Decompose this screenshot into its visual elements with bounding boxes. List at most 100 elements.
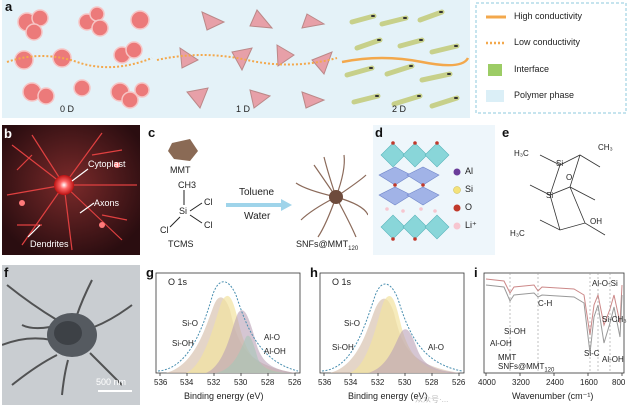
i-xtick-2400: 2400 [546, 378, 564, 387]
i-annot-si-c: Si-C [584, 349, 600, 358]
stage-0d: 0 D [60, 104, 75, 114]
tem-image [1, 265, 140, 405]
legend-dot-si [453, 186, 461, 194]
i-xtick-800: 800 [612, 378, 626, 387]
legend-o: O [465, 202, 473, 212]
zero-d-path [6, 55, 153, 69]
panel-g-label: g [146, 265, 154, 280]
h-peak-label-si-o: Si-O [344, 319, 360, 328]
mmt-particle [168, 139, 198, 161]
mmt-label: MMT [170, 165, 191, 175]
cl-left: Cl [160, 225, 169, 235]
h-envelope [321, 283, 463, 372]
legend-dot-al [453, 168, 461, 176]
si-label: Si [179, 206, 188, 216]
i-legend-snfs-sub: 120 [544, 367, 555, 374]
stage-2d: 2 D [392, 104, 407, 114]
g-peak-label-al-oh: Al-OH [264, 347, 286, 356]
h-xtick-526: 526 [452, 378, 466, 387]
panel-i-label: i [474, 265, 478, 280]
g-envelope [157, 281, 299, 372]
panel-c: c MMT CH3 Si Cl Cl Cl TCMS Toluene Water… [146, 125, 369, 255]
legend-low-conductivity: Low conductivity [514, 37, 581, 47]
label-cytoplast: Cytoplast [88, 159, 126, 169]
panel-h-label: h [310, 265, 318, 280]
h-ticks [323, 373, 460, 376]
h-xtick-528: 528 [425, 378, 439, 387]
h-peak-al-o [368, 329, 460, 373]
panel-b-label: b [4, 126, 12, 141]
g-xtick-526: 526 [288, 378, 302, 387]
panel-h: h O 1s Si-O Si-OH Al-O 536 534 532 530 5… [310, 265, 470, 410]
legend-polymer-phase: Polymer phase [514, 90, 575, 100]
h-xlabel: Binding energy (eV) [348, 391, 428, 401]
g-peak-al-oh [216, 335, 296, 373]
h-peak-label-si-oh: Si-OH [332, 343, 354, 352]
i-annot-si-oh: Si-OH [504, 327, 526, 336]
g-xlabel: Binding energy (eV) [184, 391, 264, 401]
i-annot-al-o-si: Al-O-Si [592, 279, 618, 288]
g-title: O 1s [168, 277, 188, 287]
h-xtick-534: 534 [344, 378, 358, 387]
e-label-o: O [566, 173, 573, 182]
h-xtick-536: 536 [318, 378, 332, 387]
g-ticks [159, 373, 296, 376]
legend-interface: Interface [514, 64, 550, 74]
panel-c-figure [168, 139, 369, 238]
neuron-image [2, 125, 140, 255]
g-xtick-532: 532 [207, 378, 221, 387]
xps-chart-h [319, 272, 465, 376]
legend-li: Li⁺ [465, 220, 477, 230]
panel-e-label: e [502, 125, 510, 140]
legend-si: Si [465, 184, 474, 194]
e-label-oh: OH [590, 217, 602, 226]
i-xtick-1600: 1600 [580, 378, 598, 387]
i-curve-snfs [485, 278, 623, 336]
h-title: O 1s [332, 277, 352, 287]
g-peak-label-si-oh: Si-OH [172, 339, 194, 348]
legend-swatch-polymer [486, 90, 504, 102]
cell-body [54, 175, 74, 195]
panel-a-label: a [5, 0, 13, 14]
h-xtick-532: 532 [371, 378, 385, 387]
label-dendrites: Dendrites [30, 239, 69, 249]
panel-g: g O 1s Si-O Si-OH Al-O Al-OH 536 534 532… [146, 265, 306, 410]
cl-right-top: Cl [204, 197, 213, 207]
product-sub: 120 [348, 245, 359, 252]
panel-a: a 0 D 1 D 2 D High conductivity Low cond… [2, 0, 628, 118]
panel-c-label: c [148, 125, 156, 140]
label-axons: Axons [94, 198, 120, 208]
i-legend-snfs-main: SNFs@MMT [498, 362, 545, 371]
i-guide-lines [509, 273, 611, 373]
watermark: 众众号·... [415, 395, 449, 404]
legend-al: Al [465, 166, 474, 176]
stage-1d: 1 D [236, 104, 251, 114]
g-xtick-528: 528 [261, 378, 275, 387]
two-d-path [341, 56, 470, 67]
i-annot-al-oh: Al-OH [490, 339, 512, 348]
panel-d-label: d [375, 125, 383, 140]
i-curve-mmt [485, 284, 623, 354]
i-legend-snfs: SNFs@MMT120 [498, 362, 554, 374]
panel-e: e H₃C Si O CH₃ OH Si H₃C [500, 125, 628, 255]
h-xtick-530: 530 [398, 378, 412, 387]
crystal-structure [373, 125, 495, 255]
g-xtick-534: 534 [180, 378, 194, 387]
siloxane-network [529, 154, 606, 236]
i-ticks [485, 373, 623, 376]
panel-f-label: f [4, 265, 9, 280]
i-legend-mmt: MMT [498, 353, 517, 362]
e-label-ch3: CH₃ [598, 143, 613, 152]
cl-right-bottom: Cl [204, 220, 213, 230]
legend-box [475, 2, 627, 114]
h-peak-label-al-o: Al-O [428, 343, 444, 352]
tcms-label: TCMS [168, 239, 194, 249]
panel-b: b Cytoplast Axons Dendrites [2, 125, 140, 255]
i-annot-al-oh-2: Al-OH [602, 355, 624, 364]
i-xtick-4000: 4000 [478, 378, 496, 387]
e-label-h3c-2: H₃C [510, 229, 525, 238]
legend-high-conductivity: High conductivity [514, 11, 583, 21]
panel-a-figure [2, 0, 627, 118]
g-xtick-536: 536 [154, 378, 168, 387]
i-xlabel: Wavenumber (cm⁻¹) [512, 391, 594, 401]
